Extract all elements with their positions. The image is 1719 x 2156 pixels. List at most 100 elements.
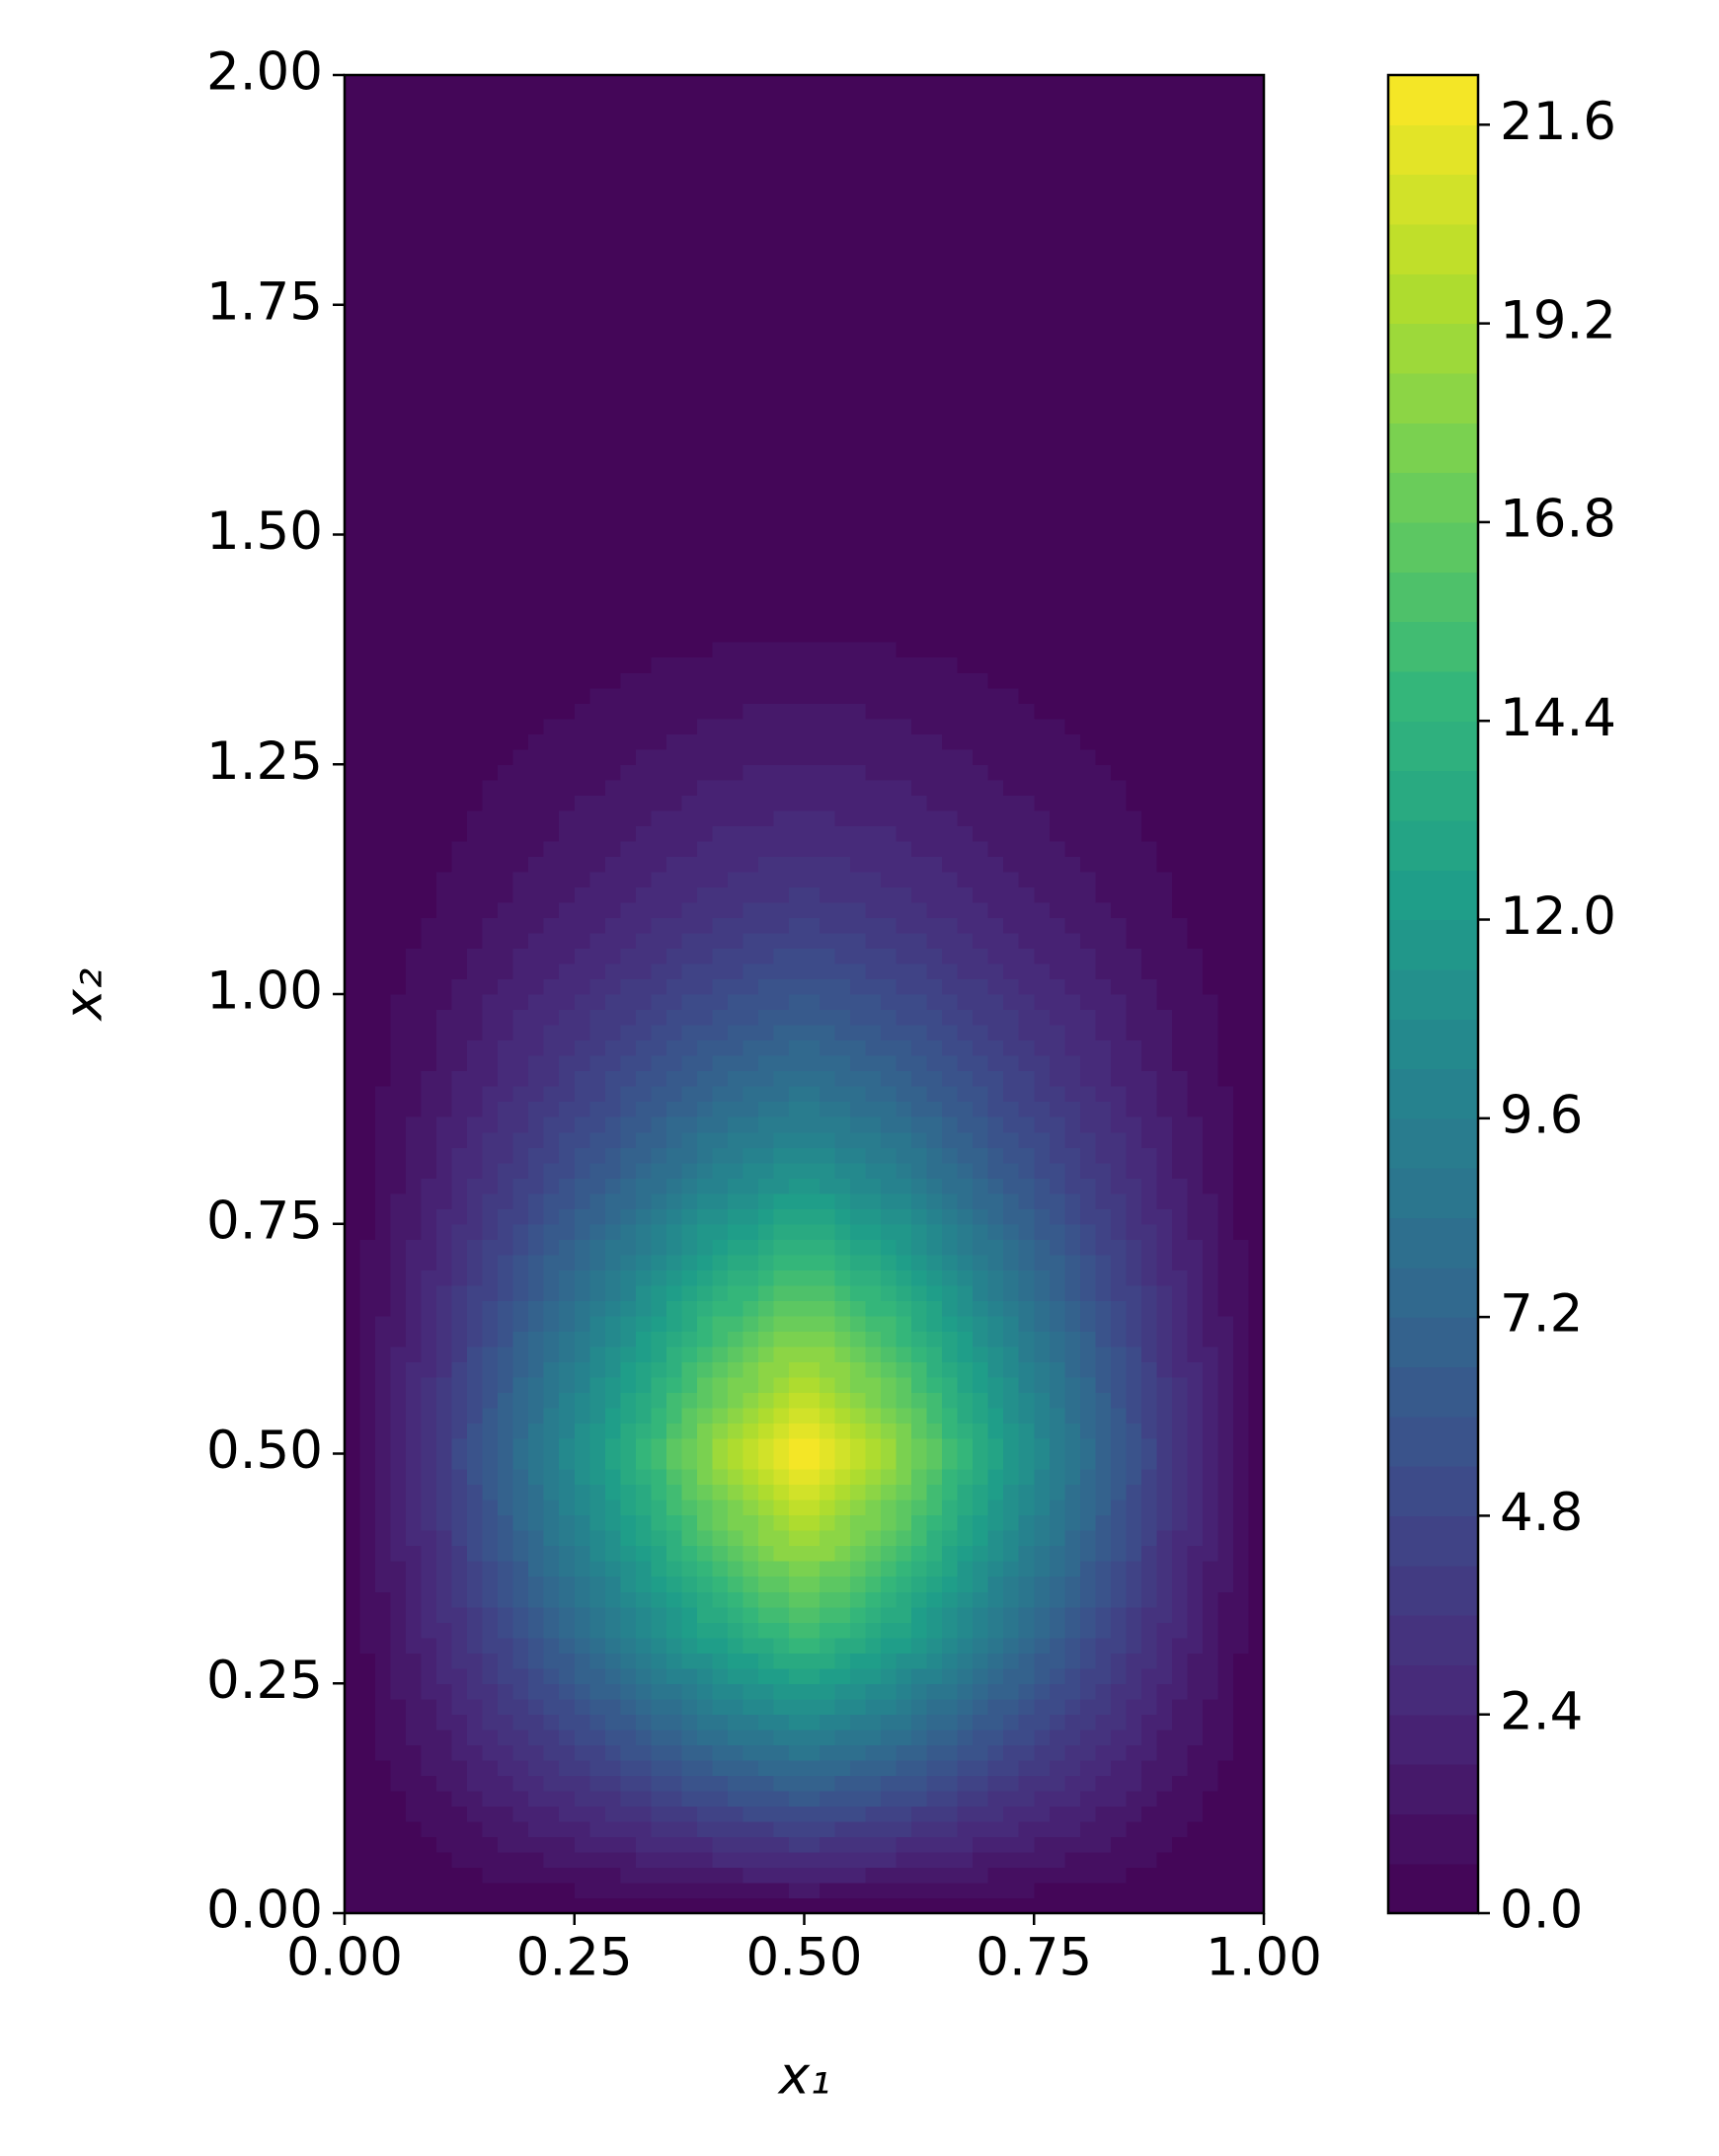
contour-cell: [911, 779, 928, 796]
contour-cell: [451, 1055, 468, 1072]
contour-cell: [1095, 1315, 1112, 1332]
contour-cell: [942, 1070, 959, 1087]
contour-cell: [681, 1116, 698, 1133]
contour-cell: [1064, 795, 1081, 811]
contour-cell: [651, 1147, 667, 1164]
contour-cell: [727, 1101, 744, 1117]
contour-cell: [820, 917, 836, 934]
contour-cell: [773, 1729, 790, 1745]
contour-cell: [712, 1223, 729, 1240]
contour-cell: [773, 764, 790, 781]
contour-cell: [604, 1423, 621, 1439]
contour-cell: [834, 1147, 851, 1164]
contour-cell: [359, 1178, 376, 1194]
contour-cell: [696, 1759, 713, 1776]
contour-cell: [742, 779, 759, 796]
contour-cell: [926, 1162, 943, 1179]
contour-cell: [421, 1223, 437, 1240]
contour-cell: [834, 1193, 851, 1209]
contour-cell: [528, 795, 545, 811]
contour-cell: [865, 626, 882, 643]
contour-cell: [911, 1667, 928, 1684]
contour-cell: [651, 901, 667, 919]
contour-cell: [1202, 1423, 1219, 1439]
contour-cell: [1202, 1744, 1219, 1761]
contour-cell: [406, 1346, 423, 1362]
contour-cell: [957, 1346, 974, 1362]
contour-cell: [635, 1545, 652, 1562]
contour-cell: [1018, 1178, 1035, 1194]
contour-cell: [1126, 1683, 1142, 1700]
contour-cell: [512, 1729, 529, 1745]
contour-cell: [345, 1744, 361, 1761]
contour-cell: [942, 1500, 959, 1516]
contour-cell: [1018, 718, 1035, 734]
contour-cell: [604, 1270, 621, 1286]
contour-cell: [1126, 1131, 1142, 1148]
contour-cell: [467, 809, 484, 826]
contour-cell: [942, 932, 959, 950]
contour-cell: [957, 1284, 974, 1301]
contour-cell: [757, 1453, 775, 1470]
contour-cell: [1217, 1806, 1234, 1822]
contour-cell: [757, 901, 775, 919]
contour-cell: [620, 1086, 637, 1103]
contour-cell: [987, 1270, 1004, 1286]
contour-cell: [1202, 1653, 1219, 1669]
contour-cell: [1095, 1101, 1112, 1117]
contour-cell: [528, 1178, 545, 1194]
contour-cell: [1140, 1729, 1157, 1745]
contour-cell: [788, 795, 806, 811]
contour-cell: [1187, 917, 1204, 934]
contour-cell: [651, 1591, 667, 1608]
contour-cell: [681, 886, 698, 903]
contour-cell: [1187, 1851, 1204, 1869]
contour-cell: [665, 626, 682, 643]
contour-cell: [957, 962, 974, 980]
contour-cell: [359, 779, 376, 796]
contour-cell: [1156, 886, 1173, 903]
contour-cell: [1018, 1606, 1035, 1623]
contour-cell: [727, 1025, 744, 1041]
contour-cell: [1003, 1392, 1020, 1409]
contour-cell: [635, 1806, 652, 1822]
contour-cell: [773, 1514, 790, 1531]
contour-cell: [635, 1744, 652, 1761]
contour-cell: [498, 672, 514, 689]
contour-cell: [604, 1086, 621, 1103]
contour-cell: [543, 1714, 560, 1731]
contour-cell: [834, 1254, 851, 1270]
contour-cell: [421, 1070, 437, 1087]
contour-cell: [1232, 978, 1250, 995]
contour-cell: [1095, 1500, 1112, 1516]
contour-cell: [850, 1437, 867, 1455]
contour-cell: [543, 917, 560, 934]
contour-cell: [1126, 718, 1142, 734]
contour-cell: [1064, 1254, 1081, 1270]
contour-cell: [1064, 871, 1081, 887]
contour-cell: [942, 994, 959, 1011]
contour-cell: [820, 1545, 836, 1562]
contour-cell: [973, 1820, 989, 1838]
contour-cell: [651, 1790, 667, 1807]
contour-cell: [1171, 1867, 1189, 1884]
contour-cell: [911, 1131, 928, 1148]
contour-cell: [834, 1836, 851, 1853]
contour-cell: [896, 1407, 912, 1424]
contour-cell: [406, 1469, 423, 1486]
contour-cell: [896, 1606, 912, 1623]
contour-cell: [850, 856, 867, 873]
contour-cell: [559, 1622, 576, 1639]
contour-cell: [528, 1315, 545, 1332]
contour-cell: [987, 917, 1004, 934]
contour-cell: [604, 1254, 621, 1270]
contour-cell: [865, 1591, 882, 1608]
contour-cell: [512, 1070, 529, 1087]
contour-cell: [665, 1116, 682, 1133]
contour-cell: [1003, 733, 1020, 750]
contour-cell: [1140, 932, 1157, 950]
contour-cell: [1156, 917, 1173, 934]
contour-cell: [1049, 1040, 1065, 1056]
contour-cell: [696, 1086, 713, 1103]
contour-cell: [942, 1683, 959, 1700]
